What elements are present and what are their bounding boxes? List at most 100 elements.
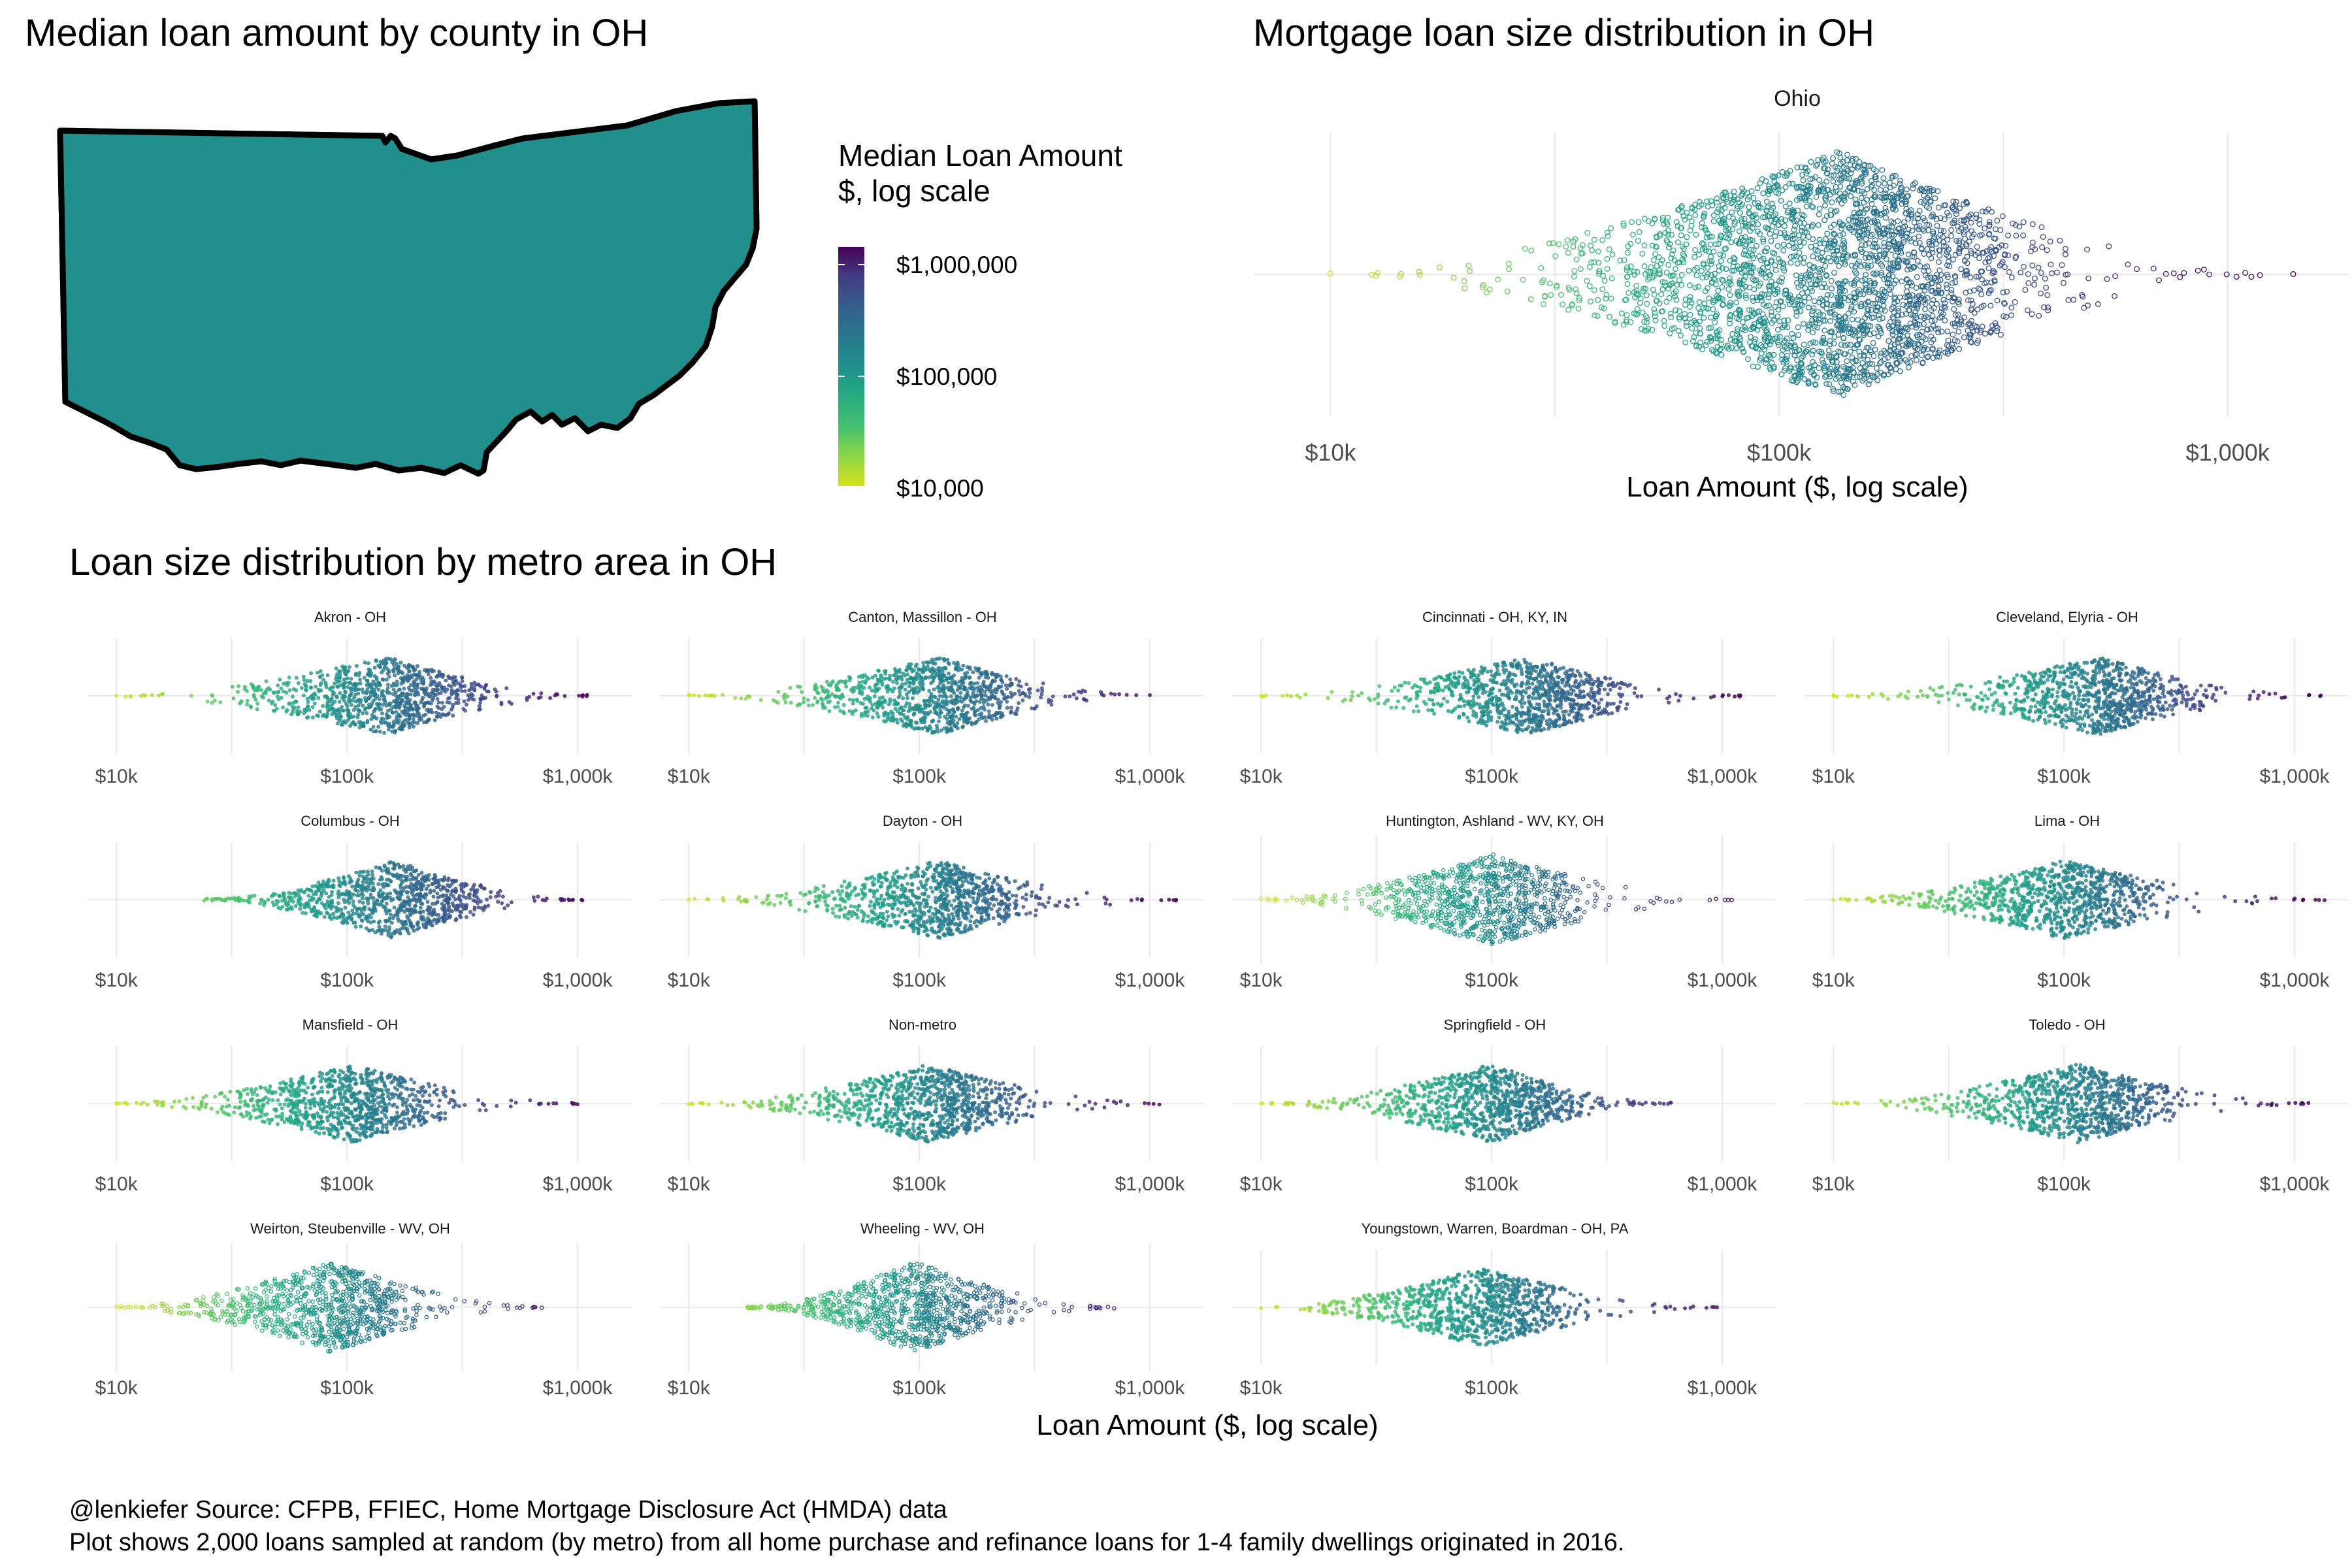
beeswarm-point xyxy=(434,714,439,719)
beeswarm-point xyxy=(1903,186,1910,193)
beeswarm-point xyxy=(1878,359,1884,365)
beeswarm-point xyxy=(1976,286,1982,291)
beeswarm-point xyxy=(343,694,347,699)
beeswarm-point xyxy=(956,684,960,689)
beeswarm-point xyxy=(380,721,384,725)
legend: Median Loan Amount $, log scale $1,000,0… xyxy=(838,139,1122,502)
beeswarm-point xyxy=(477,708,481,712)
beeswarm-point xyxy=(1609,275,1615,282)
beeswarm-point xyxy=(1706,248,1712,255)
beeswarm-point xyxy=(889,715,894,719)
x-tick-label: $10k xyxy=(95,766,139,787)
beeswarm-point xyxy=(1000,680,1005,685)
beeswarm-point xyxy=(1828,292,1835,298)
beeswarm-point xyxy=(426,691,431,696)
beeswarm-point xyxy=(1595,297,1601,303)
beeswarm-point xyxy=(1944,274,1951,280)
beeswarm-point xyxy=(935,726,939,730)
beeswarm-point xyxy=(1788,253,1794,260)
x-tick-label: $10k xyxy=(668,766,711,787)
beeswarm-point xyxy=(1683,323,1690,329)
beeswarm-point xyxy=(1805,289,1811,295)
beeswarm-point xyxy=(2020,232,2027,238)
beeswarm-point xyxy=(1905,216,1912,222)
beeswarm-point xyxy=(885,686,889,691)
beeswarm-point xyxy=(1914,274,1920,280)
beeswarm-point xyxy=(888,697,892,702)
beeswarm-point xyxy=(392,699,396,704)
beeswarm-point xyxy=(938,656,942,661)
beeswarm-point xyxy=(325,696,330,700)
beeswarm-point xyxy=(1878,272,1885,278)
beeswarm-point xyxy=(1591,237,1597,243)
beeswarm-point xyxy=(1667,310,1674,317)
beeswarm-point xyxy=(580,693,585,698)
beeswarm-point xyxy=(499,702,504,706)
beeswarm-point xyxy=(433,693,438,697)
beeswarm-point xyxy=(353,705,357,709)
beeswarm-point xyxy=(374,658,378,662)
beeswarm-point xyxy=(901,696,906,700)
beeswarm-point xyxy=(1859,360,1866,367)
beeswarm-point xyxy=(273,703,278,707)
beeswarm-point xyxy=(160,692,165,696)
beeswarm-point xyxy=(456,697,461,702)
beeswarm-point xyxy=(911,691,916,695)
beeswarm-point xyxy=(917,689,921,694)
beeswarm-point xyxy=(990,671,994,675)
beeswarm-point xyxy=(1002,696,1006,701)
beeswarm-point xyxy=(934,657,938,662)
beeswarm-point xyxy=(802,696,806,700)
beeswarm-point xyxy=(988,685,993,689)
beeswarm-point xyxy=(407,721,412,726)
beeswarm-point xyxy=(1638,325,1644,332)
x-tick-label: $1,000k xyxy=(2186,439,2270,466)
beeswarm-point xyxy=(1763,260,1770,267)
beeswarm-point xyxy=(1918,352,1925,359)
beeswarm-point xyxy=(888,674,892,678)
beeswarm-point xyxy=(979,715,984,719)
beeswarm-point xyxy=(1589,247,1595,253)
beeswarm-point xyxy=(1710,212,1717,219)
beeswarm-point xyxy=(1892,252,1899,259)
beeswarm-point xyxy=(2044,247,2050,253)
beeswarm-point xyxy=(932,687,936,692)
beeswarm-point xyxy=(1728,239,1735,246)
beeswarm-point xyxy=(1484,289,1490,296)
beeswarm-point xyxy=(2004,288,2010,295)
beeswarm-point xyxy=(453,683,457,687)
beeswarm-point xyxy=(1665,261,1672,268)
beeswarm-point xyxy=(327,699,332,704)
beeswarm-point xyxy=(847,709,852,713)
beeswarm-point xyxy=(971,670,975,674)
beeswarm-point xyxy=(964,713,968,718)
beeswarm-point xyxy=(1729,209,1735,216)
beeswarm-point xyxy=(887,712,891,716)
beeswarm-point xyxy=(2035,265,2042,271)
beeswarm-point xyxy=(394,690,398,694)
beeswarm-point xyxy=(877,696,882,700)
beeswarm-point xyxy=(923,705,928,710)
beeswarm-point xyxy=(860,679,865,684)
beeswarm-point xyxy=(304,708,308,713)
beeswarm-point xyxy=(469,681,474,686)
beeswarm-point xyxy=(953,667,958,672)
beeswarm-point xyxy=(1000,713,1005,718)
beeswarm-point xyxy=(892,698,896,702)
beeswarm-point xyxy=(1763,224,1769,231)
beeswarm-point xyxy=(1872,237,1878,244)
beeswarm-point xyxy=(2112,293,2118,299)
beeswarm-point xyxy=(1953,199,1959,205)
beeswarm-point xyxy=(2125,261,2131,268)
beeswarm-point xyxy=(1750,255,1757,261)
beeswarm-point xyxy=(1956,346,1962,352)
beeswarm-point xyxy=(371,725,376,729)
beeswarm-point xyxy=(411,717,416,721)
beeswarm-point xyxy=(895,721,900,725)
beeswarm-point xyxy=(306,704,310,709)
beeswarm-point xyxy=(384,704,389,708)
beeswarm-point xyxy=(1739,269,1745,276)
beeswarm-point xyxy=(531,691,536,696)
beeswarm-point xyxy=(1871,187,1878,193)
metro-section: Loan size distribution by metro area in … xyxy=(69,541,2348,1441)
